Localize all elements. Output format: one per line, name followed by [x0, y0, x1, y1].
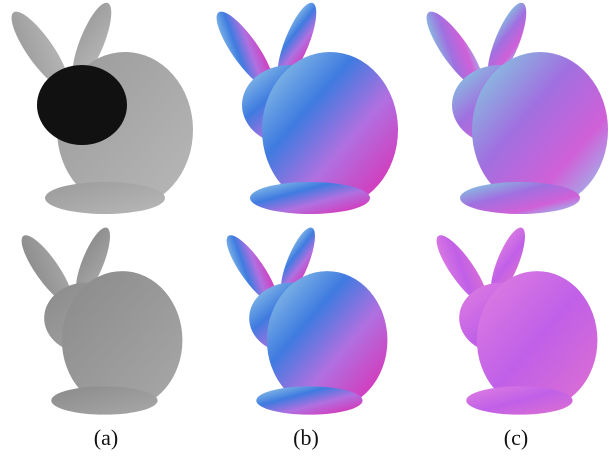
detail-bunny	[418, 0, 608, 214]
page: {"labels": ["(a)", "(b)", "(c)"]}	[0, 0, 608, 456]
normal-bunny	[208, 0, 398, 214]
caption: (a)	[94, 425, 118, 450]
figure: (a) (b) (c)	[0, 0, 608, 456]
depth-bunny	[14, 224, 182, 415]
caption: (c)	[504, 425, 528, 450]
detail-bunny	[429, 224, 597, 415]
caption: (b)	[293, 425, 319, 450]
normal-bunny	[219, 224, 387, 415]
depth-shadow	[37, 65, 127, 145]
